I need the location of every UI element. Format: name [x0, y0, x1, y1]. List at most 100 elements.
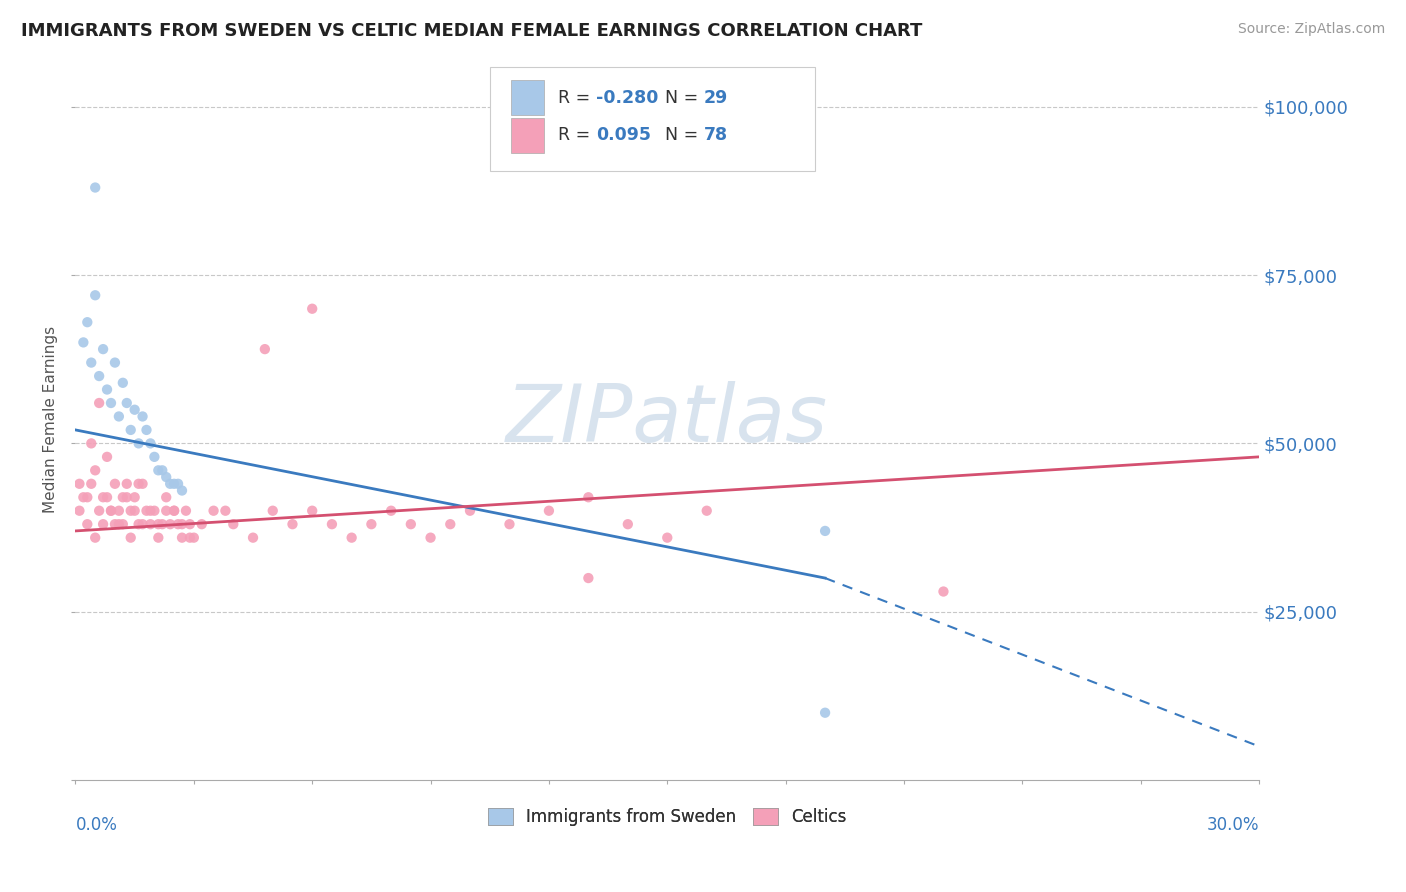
Point	[163, 504, 186, 518]
Point	[301, 301, 323, 316]
Point	[108, 409, 131, 424]
Point	[131, 517, 153, 532]
Point	[96, 450, 118, 464]
Point	[696, 504, 718, 518]
Point	[380, 504, 402, 518]
Point	[814, 706, 837, 720]
Point	[67, 504, 90, 518]
Point	[84, 288, 107, 302]
Point	[120, 504, 142, 518]
Point	[111, 376, 134, 390]
Text: 30.0%: 30.0%	[1206, 816, 1260, 834]
Text: 0.0%: 0.0%	[76, 816, 117, 834]
Point	[84, 531, 107, 545]
Point	[174, 504, 197, 518]
Point	[100, 396, 122, 410]
Text: -0.280: -0.280	[596, 89, 658, 107]
Point	[72, 335, 94, 350]
Point	[537, 504, 560, 518]
Point	[80, 436, 103, 450]
Point	[576, 571, 599, 585]
Point	[128, 436, 150, 450]
Point	[167, 476, 190, 491]
Point	[170, 517, 193, 532]
Point	[111, 517, 134, 532]
Point	[148, 463, 170, 477]
Point	[115, 476, 138, 491]
Point	[80, 355, 103, 369]
Point	[84, 180, 107, 194]
Text: 78: 78	[704, 127, 728, 145]
Text: 0.095: 0.095	[596, 127, 651, 145]
Point	[104, 355, 127, 369]
FancyBboxPatch shape	[510, 80, 544, 115]
Point	[76, 315, 98, 329]
Point	[128, 517, 150, 532]
Point	[115, 396, 138, 410]
Text: N =: N =	[665, 127, 703, 145]
Text: 29: 29	[704, 89, 728, 107]
Text: Source: ZipAtlas.com: Source: ZipAtlas.com	[1237, 22, 1385, 37]
Point	[340, 531, 363, 545]
Point	[167, 517, 190, 532]
Point	[89, 504, 111, 518]
Text: IMMIGRANTS FROM SWEDEN VS CELTIC MEDIAN FEMALE EARNINGS CORRELATION CHART: IMMIGRANTS FROM SWEDEN VS CELTIC MEDIAN …	[21, 22, 922, 40]
Point	[139, 504, 162, 518]
Point	[143, 504, 166, 518]
Point	[183, 531, 205, 545]
Point	[80, 476, 103, 491]
Point	[170, 483, 193, 498]
Text: R =: R =	[558, 127, 596, 145]
Point	[120, 531, 142, 545]
Point	[498, 517, 520, 532]
Point	[108, 517, 131, 532]
FancyBboxPatch shape	[489, 67, 815, 171]
Point	[439, 517, 461, 532]
Point	[72, 490, 94, 504]
Point	[576, 490, 599, 504]
Point	[131, 476, 153, 491]
Point	[159, 517, 181, 532]
Point	[76, 490, 98, 504]
Point	[108, 504, 131, 518]
Text: N =: N =	[665, 89, 703, 107]
Point	[124, 490, 146, 504]
Point	[124, 504, 146, 518]
Point	[155, 504, 177, 518]
Point	[84, 463, 107, 477]
Point	[179, 517, 201, 532]
Point	[139, 436, 162, 450]
Point	[301, 504, 323, 518]
Point	[253, 342, 276, 356]
Text: R =: R =	[558, 89, 596, 107]
Point	[128, 476, 150, 491]
Point	[170, 531, 193, 545]
Point	[657, 531, 679, 545]
Point	[111, 490, 134, 504]
Point	[143, 450, 166, 464]
Point	[281, 517, 304, 532]
Point	[124, 402, 146, 417]
Text: ZIPatlas: ZIPatlas	[506, 381, 828, 458]
Point	[120, 423, 142, 437]
Point	[91, 342, 114, 356]
Point	[617, 517, 640, 532]
Point	[89, 396, 111, 410]
Point	[242, 531, 264, 545]
Point	[155, 490, 177, 504]
Point	[91, 490, 114, 504]
Point	[104, 517, 127, 532]
Y-axis label: Median Female Earnings: Median Female Earnings	[44, 326, 58, 514]
Point	[155, 470, 177, 484]
Point	[458, 504, 481, 518]
Point	[214, 504, 236, 518]
Point	[814, 524, 837, 538]
Point	[399, 517, 422, 532]
Point	[104, 476, 127, 491]
Point	[67, 476, 90, 491]
Point	[100, 504, 122, 518]
Point	[262, 504, 284, 518]
Point	[150, 517, 173, 532]
Point	[222, 517, 245, 532]
Point	[148, 517, 170, 532]
